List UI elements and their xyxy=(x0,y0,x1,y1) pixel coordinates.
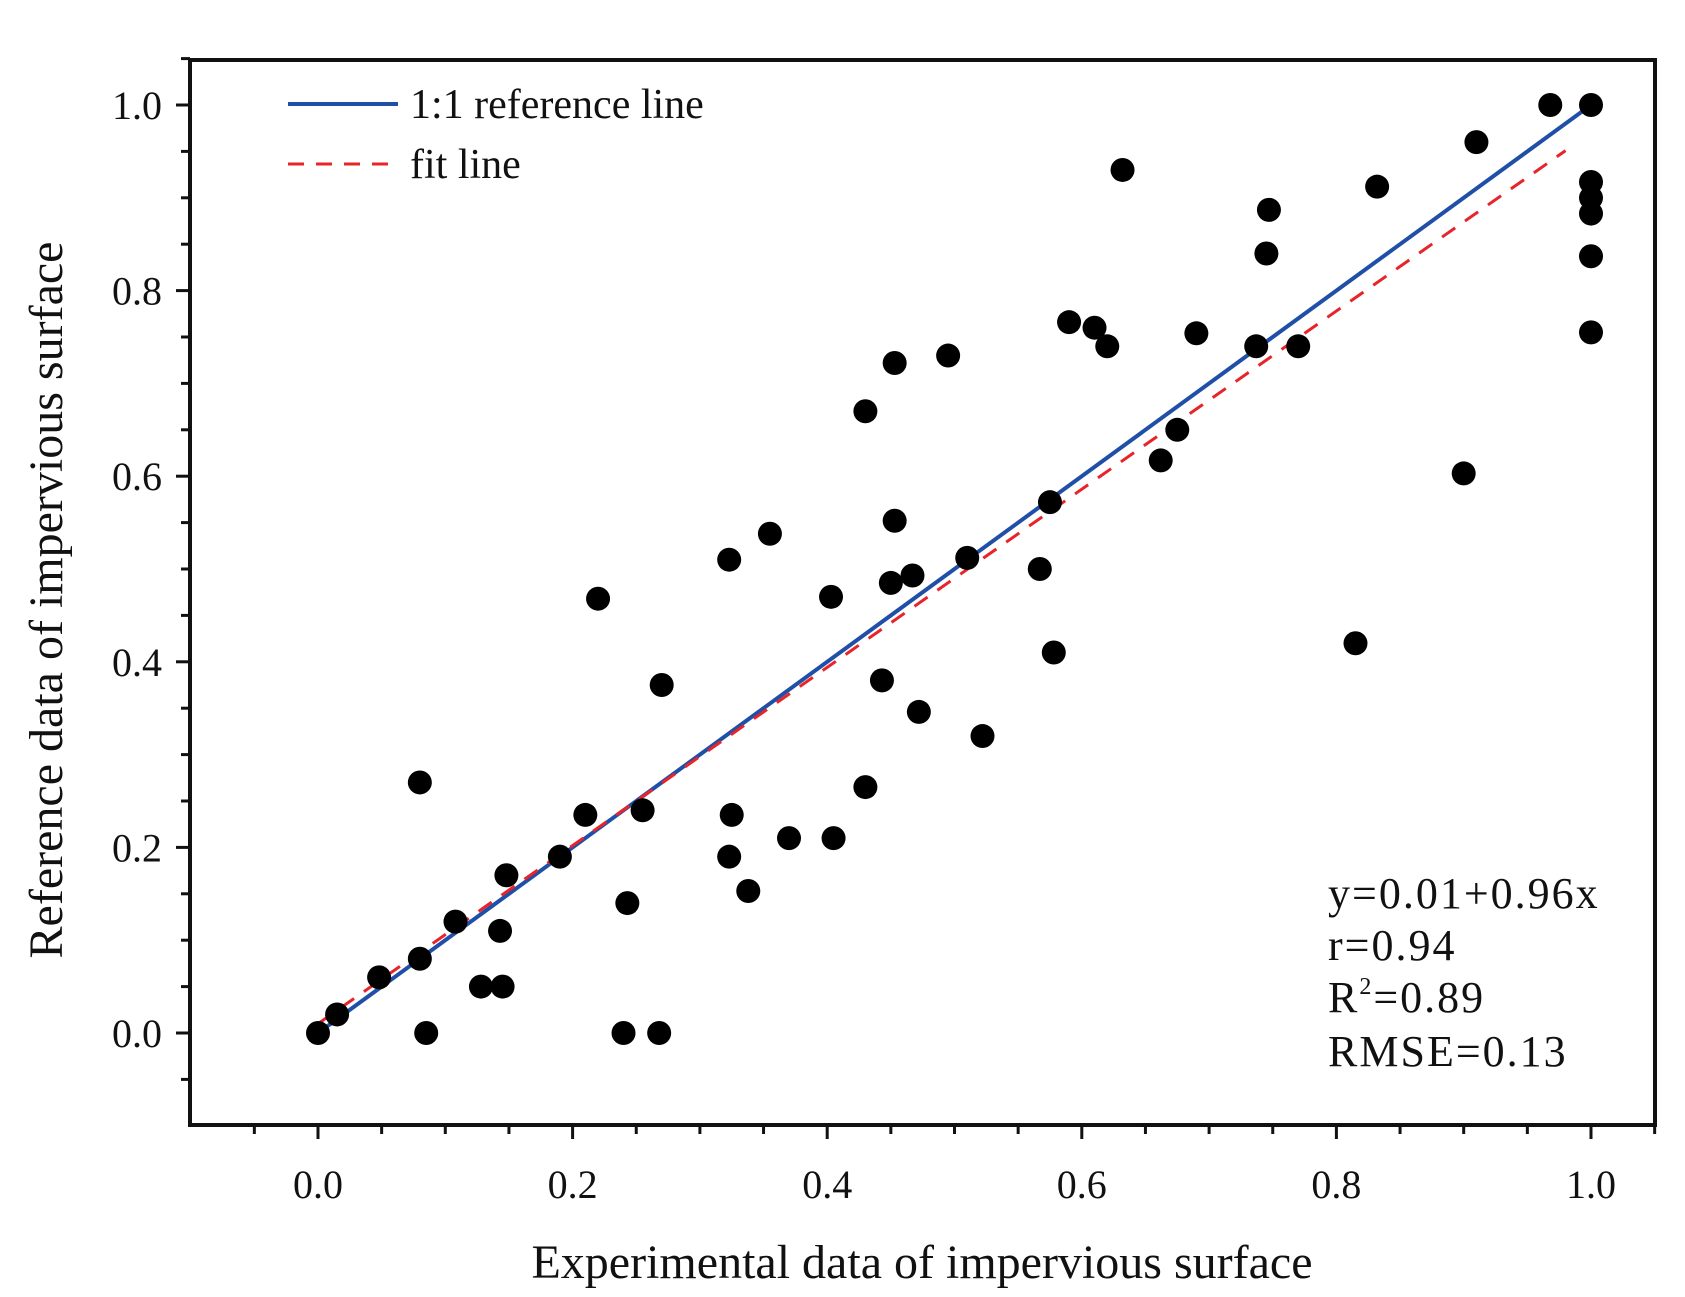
y-tick-label: 1.0 xyxy=(112,83,162,128)
r-squared-prefix: R xyxy=(1328,973,1359,1022)
legend: 1:1 reference line fit line xyxy=(288,82,704,188)
x-axis-ticks: 0.0 0.2 0.4 0.6 0.8 1.0 xyxy=(252,1125,1657,1207)
y-tick-label: 0.2 xyxy=(112,825,162,870)
data-points xyxy=(306,93,1603,1045)
data-point xyxy=(367,965,392,990)
data-point xyxy=(414,1021,439,1045)
data-point xyxy=(1579,244,1603,269)
data-point xyxy=(719,802,744,827)
x-tick-label: 0.6 xyxy=(1057,1162,1107,1207)
data-point xyxy=(878,570,903,595)
data-point xyxy=(757,521,782,546)
legend-fit-label: fit line xyxy=(410,142,521,188)
data-point xyxy=(1037,490,1062,515)
data-point xyxy=(1082,315,1107,340)
data-point xyxy=(736,879,761,904)
data-point xyxy=(586,586,611,611)
stats-annotation: y=0.01+0.96x r=0.94 R2=0.89 RMSE=0.13 xyxy=(1328,869,1600,1076)
data-point xyxy=(1579,93,1603,117)
data-point xyxy=(869,668,894,693)
data-point xyxy=(882,508,907,533)
y-tick-label: 0.4 xyxy=(112,640,162,685)
data-point xyxy=(821,826,846,851)
data-point xyxy=(936,343,961,368)
data-point xyxy=(325,1002,350,1027)
legend-reference-label: 1:1 reference line xyxy=(410,82,704,128)
x-tick-label: 0.8 xyxy=(1311,1162,1361,1207)
fit-equation: y=0.01+0.96x xyxy=(1328,869,1600,918)
y-axis-title: Reference data of impervious surface xyxy=(20,242,73,959)
data-point xyxy=(573,802,598,827)
data-point xyxy=(611,1021,636,1045)
data-point xyxy=(1110,157,1135,182)
data-point xyxy=(882,350,907,375)
data-point xyxy=(615,891,640,916)
data-point xyxy=(717,547,742,572)
data-point xyxy=(630,798,655,823)
y-tick-label: 0.0 xyxy=(112,1011,162,1056)
data-point xyxy=(1286,334,1311,359)
data-point xyxy=(649,673,674,697)
data-point xyxy=(717,844,742,869)
y-axis-ticks: 0.0 0.2 0.4 0.6 0.8 1.0 xyxy=(112,57,190,1081)
data-point xyxy=(853,775,878,800)
data-point xyxy=(1538,93,1563,117)
data-point xyxy=(1184,321,1209,346)
data-point xyxy=(1254,241,1279,266)
fit-line xyxy=(317,149,1567,1025)
reference-line xyxy=(316,103,1593,1035)
data-point xyxy=(906,699,931,724)
data-point xyxy=(777,826,802,851)
data-point xyxy=(1148,448,1173,473)
data-point xyxy=(1343,631,1368,656)
x-tick-label: 1.0 xyxy=(1566,1162,1616,1207)
data-point xyxy=(306,1021,330,1045)
data-point xyxy=(819,584,844,609)
data-point xyxy=(488,918,513,943)
x-tick-label: 0.0 xyxy=(293,1162,343,1207)
data-point xyxy=(1244,334,1269,359)
data-point xyxy=(1579,320,1603,345)
data-point xyxy=(1256,197,1281,222)
data-point xyxy=(647,1021,672,1045)
x-tick-label: 0.4 xyxy=(802,1162,852,1207)
data-point xyxy=(853,399,878,424)
data-point xyxy=(1464,130,1489,155)
data-point xyxy=(955,545,980,570)
r-squared: R2=0.89 xyxy=(1328,973,1485,1022)
r-squared-superscript: 2 xyxy=(1359,974,1373,1000)
r-squared-value: =0.89 xyxy=(1373,973,1485,1022)
plot-frame xyxy=(188,58,1657,1127)
data-point xyxy=(443,909,468,934)
data-point xyxy=(1165,417,1190,442)
data-point xyxy=(547,844,572,869)
data-point xyxy=(490,974,515,999)
data-point xyxy=(1027,557,1052,581)
x-axis-title: Experimental data of impervious surface xyxy=(531,1236,1312,1289)
y-tick-label: 0.8 xyxy=(112,269,162,314)
y-tick-label: 0.6 xyxy=(112,454,162,499)
data-point xyxy=(468,974,493,999)
data-point xyxy=(1365,174,1390,199)
data-point xyxy=(900,563,925,588)
data-point xyxy=(407,946,432,971)
data-point xyxy=(1041,640,1066,665)
data-point xyxy=(970,724,995,749)
x-tick-label: 0.2 xyxy=(548,1162,598,1207)
data-point xyxy=(1451,461,1476,486)
data-point xyxy=(1579,201,1603,226)
rmse: RMSE=0.13 xyxy=(1328,1027,1568,1076)
data-point xyxy=(1095,334,1120,359)
data-point xyxy=(494,863,519,888)
data-point xyxy=(407,770,432,795)
data-point xyxy=(1057,310,1082,335)
correlation-r: r=0.94 xyxy=(1328,921,1456,970)
